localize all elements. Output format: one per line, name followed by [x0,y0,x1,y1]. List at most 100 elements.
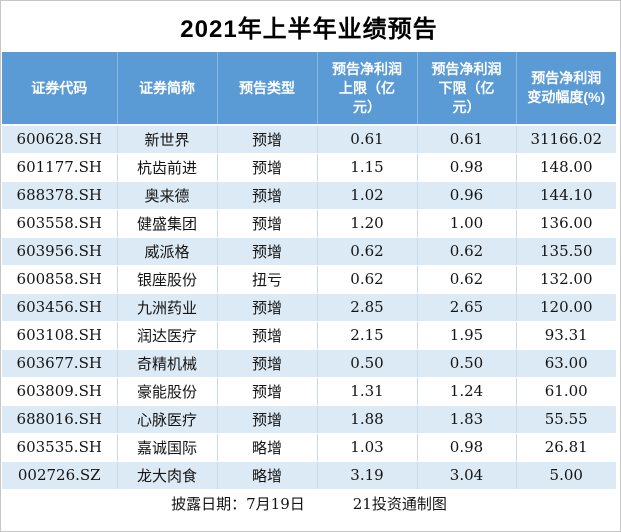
cell: 31166.02 [515,125,616,154]
cell: 1.31 [316,377,417,406]
table-row: 603108.SH 润达医疗 预增 2.15 1.95 93.31 [2,321,616,350]
cell: 预增 [216,181,317,210]
table-row: 603535.SH 嘉诚国际 略增 1.03 0.98 26.81 [2,433,616,462]
table-row: 600628.SH 新世界 预增 0.61 0.61 31166.02 [2,125,616,154]
cell: 豪能股份 [116,377,217,406]
cell: 2.15 [316,321,417,350]
cell: 扭亏 [216,265,317,294]
cell: 银座股份 [116,265,217,294]
cell: 预增 [216,237,317,266]
cell: 0.62 [316,265,417,294]
cell: 120.00 [515,293,616,322]
column-header-profit-lower: 预告净利润 下限（亿 元） [416,52,516,126]
cell: 603558.SH [2,209,117,238]
disclosure-date-label: 披露日期：7月19日 [171,495,305,513]
cell: 预增 [216,153,317,182]
cell: 3.04 [416,461,516,490]
cell: 688378.SH [2,181,117,210]
cell: 杭齿前进 [116,153,217,182]
cell: 1.88 [316,405,417,434]
cell: 63.00 [515,349,616,378]
cell: 健盛集团 [116,209,217,238]
cell: 3.19 [316,461,417,490]
table-row: 603956.SH 威派格 预增 0.62 0.62 135.50 [2,237,616,266]
cell: 0.61 [316,125,417,154]
page-title: 2021年上半年业绩预告 [180,16,438,43]
column-header-security-code: 证券代码 [2,52,117,126]
cell: 预增 [216,209,317,238]
cell: 603108.SH [2,321,117,350]
header-row: 证券代码 证券简称 预告类型 预告净利润 上限（亿 元） 预告净利润 下限（亿 … [2,52,616,126]
cell: 0.50 [316,349,417,378]
table-row: 600858.SH 银座股份 扭亏 0.62 0.62 132.00 [2,265,616,294]
table-body: 600628.SH 新世界 预增 0.61 0.61 31166.02 601177.SH 杭… [2,125,616,490]
cell: 61.00 [515,377,616,406]
cell: 136.00 [515,209,616,238]
cell: 预增 [216,293,317,322]
chart-credit-label: 21投资通制图 [352,495,447,513]
cell: 0.98 [416,433,516,462]
cell: 九洲药业 [116,293,217,322]
cell: 601177.SH [2,153,117,182]
cell: 0.62 [416,265,516,294]
cell: 603677.SH [2,349,117,378]
cell: 2.65 [416,293,516,322]
table-row: 603809.SH 豪能股份 预增 1.31 1.24 61.00 [2,377,616,406]
table-row: 688016.SH 心脉医疗 预增 1.88 1.83 55.55 [2,405,616,434]
cell: 1.20 [316,209,417,238]
cell: 688016.SH [2,405,117,434]
table-footer: 披露日期：7月19日 21投资通制图 [2,489,616,518]
cell: 龙大肉食 [116,461,217,490]
table-row: 603558.SH 健盛集团 预增 1.20 1.00 136.00 [2,209,616,238]
cell: 1.03 [316,433,417,462]
cell: 1.24 [416,377,516,406]
cell: 55.55 [515,405,616,434]
cell: 1.02 [316,181,417,210]
cell: 0.98 [416,153,516,182]
cell: 奥来德 [116,181,217,210]
column-header-security-name: 证券简称 [116,52,217,126]
cell: 148.00 [515,153,616,182]
cell: 略增 [216,433,317,462]
cell: 预增 [216,349,317,378]
cell: 心脉医疗 [116,405,217,434]
cell: 威派格 [116,237,217,266]
column-header-forecast-type: 预告类型 [216,52,317,126]
cell: 603535.SH [2,433,117,462]
cell: 93.31 [515,321,616,350]
performance-table: 证券代码 证券简称 预告类型 预告净利润 上限（亿 元） 预告净利润 下限（亿 … [2,52,616,490]
cell: 603956.SH [2,237,117,266]
table-row: 688378.SH 奥来德 预增 1.02 0.96 144.10 [2,181,616,210]
cell: 预增 [216,405,317,434]
cell: 0.62 [316,237,417,266]
cell: 1.95 [416,321,516,350]
cell: 0.96 [416,181,516,210]
cell: 1.15 [316,153,417,182]
column-header-change-percent: 预告净利润 变动幅度(%) [515,52,616,126]
cell: 预增 [216,125,317,154]
cell: 002726.SZ [2,461,117,490]
cell: 135.50 [515,237,616,266]
cell: 奇精机械 [116,349,217,378]
cell: 600858.SH [2,265,117,294]
cell: 600628.SH [2,125,117,154]
cell: 603456.SH [2,293,117,322]
cell: 1.00 [416,209,516,238]
cell: 603809.SH [2,377,117,406]
cell: 预增 [216,377,317,406]
cell: 0.62 [416,237,516,266]
cell: 新世界 [116,125,217,154]
table-row: 603456.SH 九洲药业 预增 2.85 2.65 120.00 [2,293,616,322]
cell: 0.61 [416,125,516,154]
table-row: 603677.SH 奇精机械 预增 0.50 0.50 63.00 [2,349,616,378]
cell: 1.83 [416,405,516,434]
cell: 0.50 [416,349,516,378]
cell: 144.10 [515,181,616,210]
cell: 预增 [216,321,317,350]
column-header-profit-upper: 预告净利润 上限（亿 元） [316,52,417,126]
cell: 5.00 [515,461,616,490]
table-row: 601177.SH 杭齿前进 预增 1.15 0.98 148.00 [2,153,616,182]
cell: 润达医疗 [116,321,217,350]
table-row: 002726.SZ 龙大肉食 略增 3.19 3.04 5.00 [2,461,616,490]
